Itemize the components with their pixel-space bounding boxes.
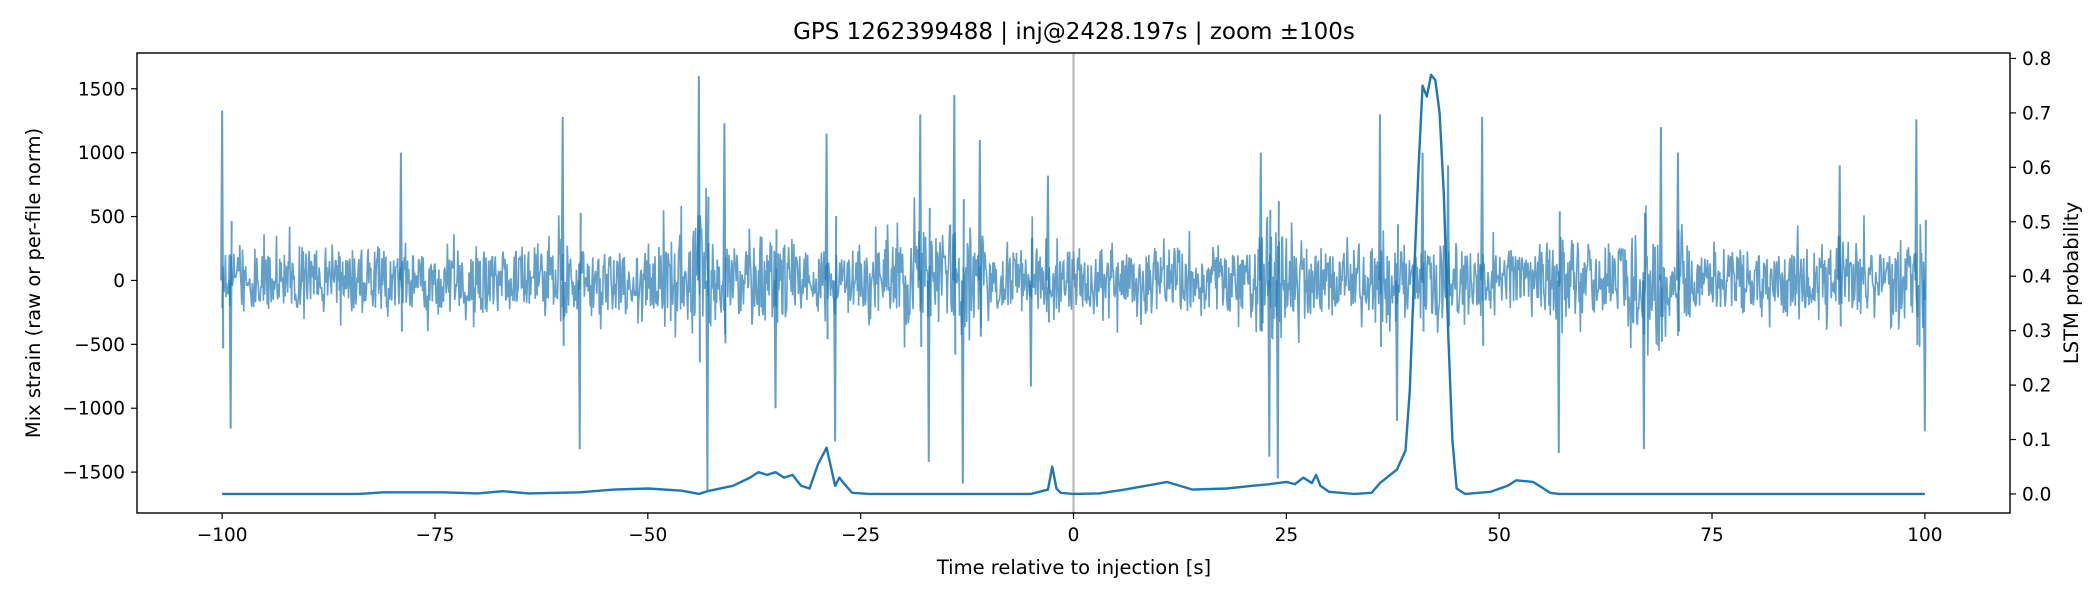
- x-tick-label: −50: [628, 525, 667, 546]
- plot-area: [220, 53, 1927, 513]
- x-tick-label: 0: [1068, 525, 1080, 546]
- y-right-tick-label: 0.3: [2022, 321, 2051, 342]
- y-left-tick-label: 0: [113, 271, 125, 292]
- x-tick-label: −100: [197, 525, 248, 546]
- chart-title: GPS 1262399488 | inj@2428.197s | zoom ±1…: [793, 19, 1355, 45]
- y-axis-right: 0.8 0.7 0.6 0.5 0.4 0.3 0.2 0.1 0.0: [2010, 49, 2051, 505]
- x-axis-label: Time relative to injection [s]: [936, 556, 1211, 579]
- y-left-tick-label: −1000: [62, 399, 125, 420]
- x-tick-label: −25: [841, 525, 880, 546]
- y-right-tick-label: 0.7: [2022, 103, 2051, 124]
- y-right-tick-label: 0.5: [2022, 212, 2051, 233]
- y-left-tick-label: 1500: [78, 79, 125, 100]
- y-right-tick-label: 0.1: [2022, 430, 2051, 451]
- y-left-tick-label: 1000: [78, 143, 125, 164]
- y-axis-right-label: LSTM probability: [2060, 202, 2083, 364]
- strain-peak-spikes: [220, 75, 1927, 491]
- y-right-tick-label: 0.8: [2022, 49, 2051, 70]
- y-axis-left-label: Mix strain (raw or per-file norm): [22, 128, 45, 438]
- lstm-probability-line: [222, 73, 1925, 496]
- y-right-tick-label: 0.0: [2022, 484, 2051, 505]
- y-right-tick-label: 0.6: [2022, 158, 2051, 179]
- x-tick-label: 25: [1275, 525, 1299, 546]
- x-axis: −100 −75 −50 −25 0 25 50 75 100: [197, 513, 1943, 546]
- y-right-tick-label: 0.2: [2022, 376, 2051, 397]
- y-right-tick-label: 0.4: [2022, 267, 2051, 288]
- x-tick-label: 100: [1907, 525, 1942, 546]
- y-left-tick-label: −1500: [62, 463, 125, 484]
- x-tick-label: −75: [415, 525, 454, 546]
- x-tick-label: 75: [1700, 525, 1724, 546]
- y-axis-left: 1500 1000 500 0 −500 −1000 −1500: [62, 79, 137, 484]
- y-left-tick-label: −500: [74, 335, 125, 356]
- x-tick-label: 50: [1487, 525, 1511, 546]
- y-left-tick-label: 500: [90, 207, 125, 228]
